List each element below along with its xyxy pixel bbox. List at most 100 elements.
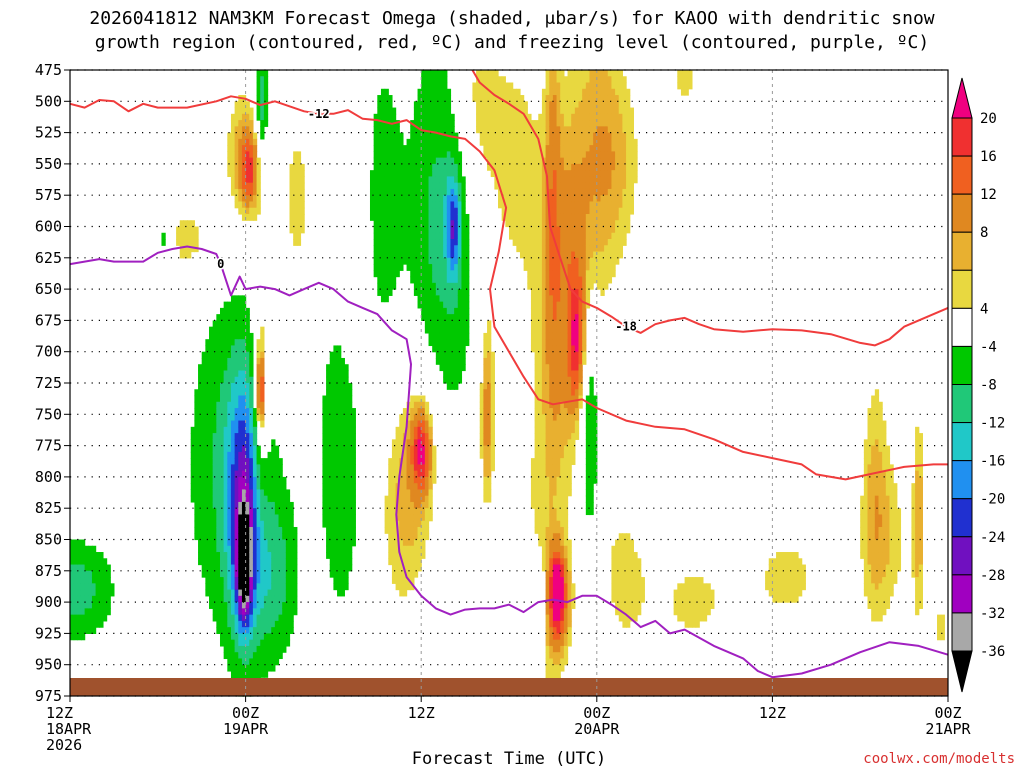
omega-cell — [241, 213, 247, 221]
omega-cell — [198, 526, 203, 534]
omega-cell — [552, 526, 558, 534]
omega-cell — [432, 126, 437, 134]
omega-cell — [494, 88, 499, 96]
omega-cell — [578, 326, 583, 334]
omega-cell — [483, 376, 488, 384]
omega-cell — [333, 345, 338, 353]
omega-cell — [571, 163, 576, 171]
omega-cell — [461, 320, 466, 328]
omega-cell — [322, 520, 327, 528]
omega-cell — [483, 408, 488, 415]
omega-cell — [574, 289, 580, 296]
omega-cell — [545, 151, 550, 159]
omega-cell — [227, 163, 232, 171]
omega-cell — [578, 170, 583, 178]
omega-cell — [534, 138, 539, 146]
omega-cell — [552, 389, 558, 397]
omega-cell — [593, 420, 598, 428]
omega-cell — [344, 364, 349, 372]
omega-cell — [340, 577, 345, 584]
omega-cell — [293, 570, 298, 578]
omega-cell — [296, 226, 302, 234]
omega-cell — [227, 633, 232, 641]
omega-cell — [70, 608, 75, 616]
omega-cell — [574, 132, 580, 140]
omega-cell — [574, 426, 580, 434]
omega-cell — [596, 145, 602, 152]
omega-cell — [238, 408, 243, 415]
omega-cell — [490, 464, 495, 472]
omega-cell — [432, 138, 437, 146]
omega-cell — [234, 163, 239, 171]
omega-cell — [212, 539, 217, 547]
omega-cell — [234, 339, 239, 347]
omega-cell — [589, 458, 594, 465]
omega-cell — [267, 458, 272, 465]
omega-cell — [234, 445, 239, 453]
omega-cell — [329, 495, 334, 503]
omega-cell — [77, 620, 82, 628]
omega-cell — [410, 157, 415, 165]
omega-cell — [487, 426, 492, 434]
omega-cell — [512, 95, 517, 102]
omega-cell — [234, 464, 239, 472]
omega-cell — [560, 351, 565, 359]
omega-cell — [424, 88, 430, 96]
omega-cell — [527, 245, 532, 253]
omega-cell — [600, 251, 605, 259]
omega-cell — [563, 276, 569, 284]
omega-cell — [549, 289, 554, 296]
omega-cell — [593, 151, 598, 159]
omega-cell — [600, 138, 605, 146]
omega-cell — [194, 483, 199, 491]
omega-cell — [245, 320, 250, 328]
omega-cell — [395, 445, 400, 453]
omega-cell — [421, 533, 426, 541]
omega-cell — [443, 295, 448, 303]
omega-cell — [556, 476, 561, 484]
omega-cell — [88, 570, 93, 578]
omega-cell — [399, 589, 404, 597]
omega-cell — [91, 564, 97, 572]
omega-cell — [340, 470, 345, 478]
omega-cell — [209, 414, 214, 422]
omega-cell — [560, 207, 565, 215]
omega-cell — [384, 170, 389, 178]
omega-cell — [300, 163, 305, 171]
omega-cell — [428, 95, 433, 102]
omega-cell — [563, 113, 569, 121]
omega-cell — [443, 276, 448, 284]
omega-cell — [446, 332, 452, 340]
omega-cell — [234, 101, 239, 109]
omega-cell — [556, 345, 561, 353]
omega-cell — [552, 107, 558, 115]
omega-cell — [538, 170, 543, 178]
omega-cell — [567, 163, 572, 171]
omega-cell — [256, 383, 261, 390]
omega-cell — [457, 188, 463, 196]
omega-cell — [589, 451, 594, 459]
omega-cell — [479, 401, 484, 409]
omega-cell — [201, 514, 206, 522]
omega-cell — [377, 282, 382, 290]
omega-cell — [230, 458, 236, 465]
omega-cell — [479, 126, 484, 134]
omega-cell — [413, 151, 419, 159]
omega-cell — [377, 132, 382, 140]
omega-cell — [596, 182, 602, 190]
omega-cell — [417, 95, 422, 102]
omega-cell — [574, 201, 580, 209]
omega-cell — [446, 370, 452, 378]
omega-cell — [402, 445, 408, 453]
omega-cell — [501, 182, 506, 190]
omega-cell — [501, 132, 506, 140]
omega-cell — [556, 264, 561, 271]
omega-cell — [205, 539, 210, 547]
omega-cell — [465, 282, 470, 290]
omega-cell — [538, 207, 543, 215]
omega-cell — [487, 445, 492, 453]
omega-cell — [556, 545, 561, 553]
omega-cell — [337, 520, 342, 528]
omega-cell — [563, 126, 569, 134]
omega-cell — [571, 445, 576, 453]
